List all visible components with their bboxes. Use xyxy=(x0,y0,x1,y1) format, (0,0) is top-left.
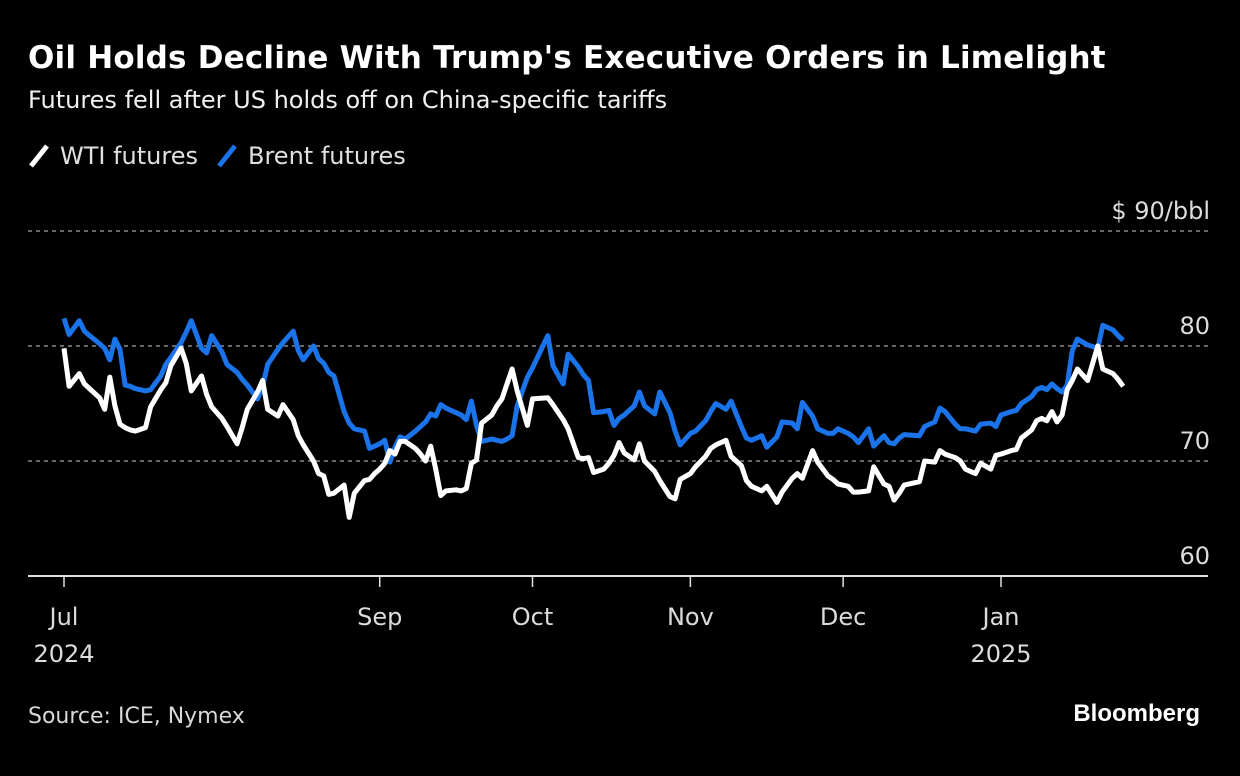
y-tick-label-80: 80 xyxy=(1179,312,1210,340)
legend-label-brent: Brent futures xyxy=(248,142,406,170)
x-tick-label-nov: Nov xyxy=(667,603,714,631)
y-tick-label-60: 60 xyxy=(1179,542,1210,570)
legend-swatch-brent-icon xyxy=(217,144,237,168)
bloomberg-logo: Bloomberg xyxy=(1073,700,1200,727)
x-tick-label-sep: Sep xyxy=(357,603,402,631)
series-line-brent-futures xyxy=(61,317,1125,465)
legend-label-wti: WTI futures xyxy=(60,142,198,170)
x-axis: Jul 2024 Sep Oct Nov Dec Jan 2025 xyxy=(28,575,1208,668)
legend: WTI futures Brent futures xyxy=(28,142,424,170)
series-lines xyxy=(61,317,1126,520)
x-tick-sublabel-2024: 2024 xyxy=(33,640,94,668)
y-axis-labels: $ 90/bbl 80 70 60 xyxy=(1111,197,1210,570)
source-note: Source: ICE, Nymex xyxy=(28,704,245,729)
x-tick-sublabel-2025: 2025 xyxy=(970,640,1031,668)
x-tick-label-jan: Jan xyxy=(981,603,1020,631)
series-line-wti-futures xyxy=(61,343,1126,520)
chart-subtitle: Futures fell after US holds off on China… xyxy=(28,86,668,114)
legend-item-wti: WTI futures xyxy=(28,142,198,170)
legend-swatch-wti-icon xyxy=(29,144,49,168)
chart-title: Oil Holds Decline With Trump's Executive… xyxy=(28,40,1106,76)
y-tick-label-90: $ 90/bbl xyxy=(1111,197,1210,225)
y-tick-label-70: 70 xyxy=(1179,427,1210,455)
legend-item-brent: Brent futures xyxy=(216,142,406,170)
x-tick-label-oct: Oct xyxy=(512,603,554,631)
x-tick-label-jul: Jul xyxy=(48,603,79,631)
x-tick-label-dec: Dec xyxy=(820,603,866,631)
